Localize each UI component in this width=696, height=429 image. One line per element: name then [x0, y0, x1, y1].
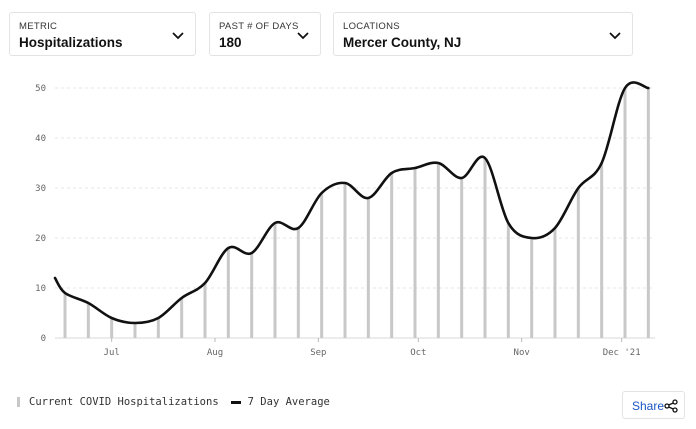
- y-tick-label: 40: [35, 134, 46, 144]
- hospitalization-bar: [226, 248, 230, 338]
- x-tick-label: Nov: [514, 348, 530, 358]
- hospitalization-bar: [576, 188, 580, 338]
- days-select[interactable]: PAST # OF DAYS 180: [209, 12, 321, 56]
- hospitalization-bar: [86, 303, 90, 338]
- hospitalization-bar: [343, 183, 347, 338]
- y-tick-label: 10: [35, 284, 46, 294]
- chart-legend: Current COVID Hospitalizations 7 Day Ave…: [17, 396, 330, 408]
- y-tick-label: 30: [35, 184, 46, 194]
- location-select-value: Mercer County, NJ: [343, 35, 462, 50]
- metric-select[interactable]: METRIC Hospitalizations: [9, 12, 196, 56]
- x-tick-label: Dec '21: [603, 348, 641, 358]
- line-legend-label: 7 Day Average: [247, 396, 330, 408]
- bar-legend-label: Current COVID Hospitalizations: [29, 396, 219, 408]
- days-select-label: PAST # OF DAYS: [219, 21, 299, 32]
- hospitalization-bar: [436, 163, 440, 338]
- hospitalization-bar: [413, 168, 417, 338]
- share-button-label: Share: [632, 399, 665, 413]
- x-tick-label: Aug: [207, 348, 223, 358]
- hospitalization-bar: [506, 223, 510, 338]
- hospitalization-bar: [460, 178, 464, 338]
- hospitalization-bar: [366, 198, 370, 338]
- hospitalization-bar: [156, 318, 160, 338]
- metric-select-value: Hospitalizations: [19, 35, 123, 50]
- hospitalizations-chart: 0 10 20 30 40 50 Jul Aug Sep Oct Nov Dec '21: [35, 81, 655, 358]
- line-legend-swatch: [230, 400, 241, 404]
- hospitalization-bar: [623, 88, 627, 338]
- hospitalization-bar: [600, 163, 604, 338]
- location-select[interactable]: LOCATIONS Mercer County, NJ: [333, 12, 633, 56]
- hospitalization-bar: [110, 318, 114, 338]
- hospitalization-bar: [180, 298, 184, 338]
- hospitalization-bar: [390, 173, 394, 338]
- share-button[interactable]: Share: [622, 391, 685, 419]
- hospitalization-bar: [483, 158, 487, 338]
- y-tick-label: 20: [35, 234, 46, 244]
- chevron-down-icon: [172, 32, 184, 40]
- share-icon: [664, 399, 678, 413]
- bar-legend-swatch: [17, 397, 20, 407]
- y-tick-label: 0: [41, 334, 46, 344]
- x-tick-label: Jul: [104, 348, 120, 358]
- location-select-label: LOCATIONS: [343, 21, 400, 32]
- hospitalization-bar: [133, 323, 137, 338]
- x-tick-label: Oct: [410, 348, 426, 358]
- hospitalization-bar: [273, 223, 277, 338]
- y-tick-label: 50: [35, 84, 46, 94]
- hospitalization-bar: [250, 253, 254, 338]
- hospitalization-bar: [530, 238, 534, 338]
- days-select-value: 180: [219, 35, 242, 50]
- metric-select-label: METRIC: [19, 21, 58, 32]
- hospitalization-bar: [320, 193, 324, 338]
- chevron-down-icon: [297, 32, 309, 40]
- x-tick-label: Sep: [310, 348, 326, 358]
- hospitalization-bar: [646, 88, 650, 338]
- seven-day-average-line: [53, 81, 650, 325]
- hospitalization-bar: [296, 228, 300, 338]
- hospitalization-bar: [63, 293, 67, 338]
- hospitalization-bar: [203, 283, 207, 338]
- hospitalization-bar: [553, 228, 557, 338]
- chevron-down-icon: [609, 32, 621, 40]
